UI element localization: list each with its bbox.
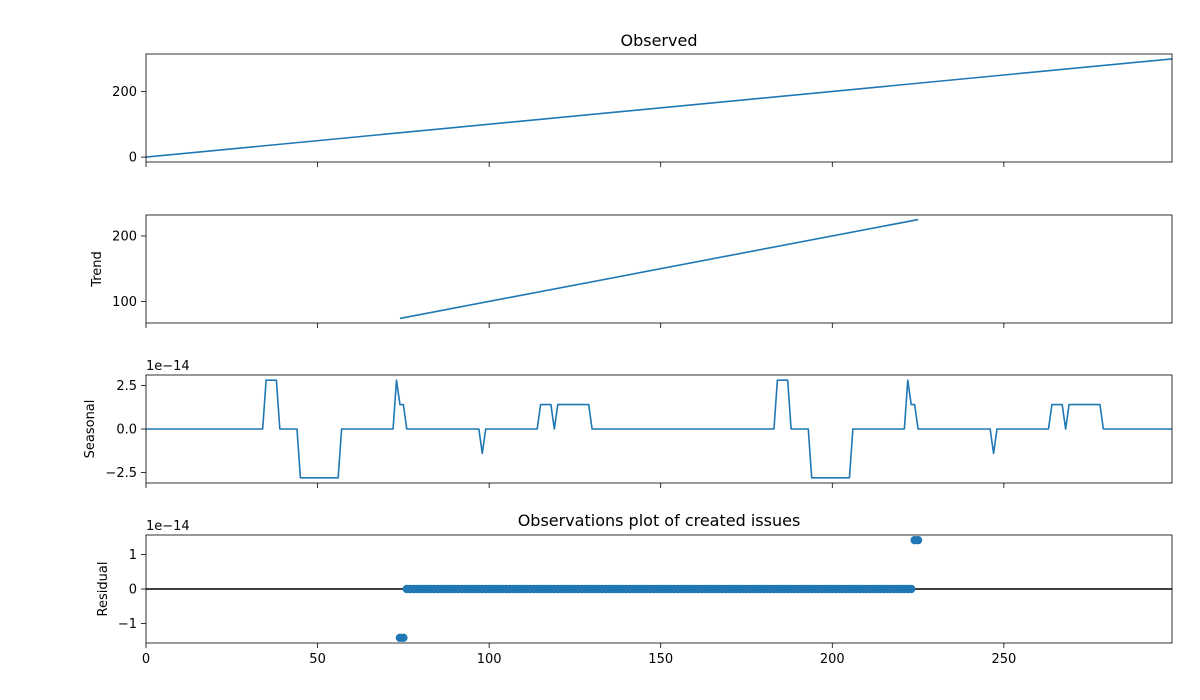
residual-series (146, 535, 1172, 643)
residual-point (907, 584, 916, 594)
seasonal-ytick-label: 0.0 (116, 423, 137, 438)
residual-offset-label: 1e−14 (146, 519, 190, 534)
residual-xtick-label: 0 (142, 652, 150, 667)
residual-xtick-label: 150 (648, 652, 673, 667)
residual-xtick-label: 100 (477, 652, 502, 667)
seasonal-line (146, 379, 1172, 479)
seasonal-ytick-label: 2.5 (116, 379, 137, 394)
residual-ylabel: Residual (96, 562, 111, 617)
observed-series (146, 58, 1172, 158)
residual-ytick-label: 1 (129, 548, 137, 563)
observed-ytick-label: 200 (112, 85, 137, 100)
residual-plot: 0 50 100 150 200 250 −1 0 1 (118, 534, 1173, 667)
observed-plot: 0 200 (112, 53, 1173, 167)
residual-ytick-label: −1 (118, 617, 137, 632)
trend-plot: 100 200 (112, 214, 1173, 328)
trend-ytick-label: 100 (112, 295, 137, 310)
residual-xtick-label: 50 (309, 652, 326, 667)
residual-ytick-label: 0 (129, 583, 137, 598)
residual-point (913, 535, 923, 545)
trend-line (399, 218, 919, 320)
observed-ytick-label: 0 (129, 151, 137, 166)
observed-title: Observed (621, 31, 698, 50)
trend-axes-frame (145, 214, 1173, 324)
panel-trend: Trend 100 200 (90, 214, 1173, 328)
observed-axes-frame (145, 53, 1173, 163)
residual-point (399, 633, 408, 643)
panel-residual: Observations plot of created issues 1e−1… (96, 511, 1173, 667)
observed-line (146, 58, 1172, 158)
seasonal-plot: −2.5 0.0 2.5 (105, 374, 1173, 488)
panel-seasonal: 1e−14 Seasonal −2.5 0.0 2.5 (83, 359, 1173, 488)
residual-xtick-label: 250 (991, 652, 1016, 667)
trend-series (399, 218, 919, 320)
seasonal-ytick-label: −2.5 (105, 466, 137, 481)
trend-ylabel: Trend (90, 251, 105, 288)
panel-observed: Observed 0 200 (112, 31, 1173, 167)
seasonal-ylabel: Seasonal (83, 400, 98, 459)
seasonal-offset-label: 1e−14 (146, 359, 190, 374)
residual-xtick-label: 200 (820, 652, 845, 667)
residual-title: Observations plot of created issues (518, 511, 801, 530)
trend-ytick-label: 200 (112, 229, 137, 244)
seasonal-series (146, 379, 1172, 479)
